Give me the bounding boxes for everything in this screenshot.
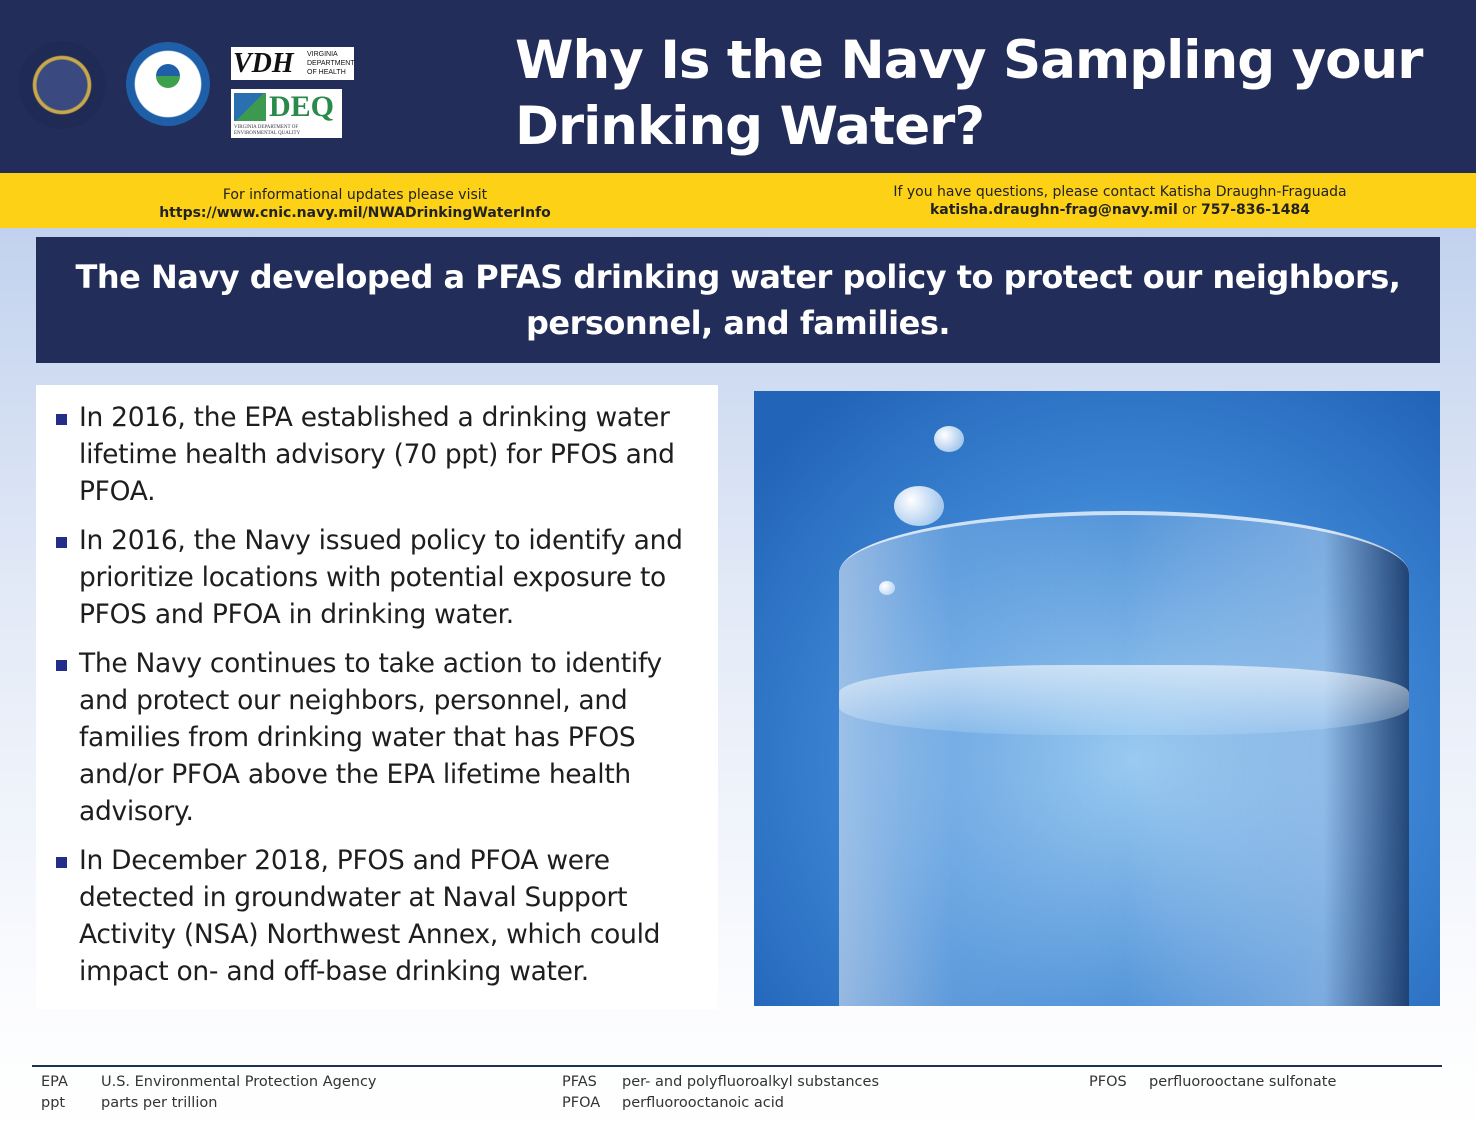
bullet-square-icon	[56, 414, 67, 425]
bullet-square-icon	[56, 857, 67, 868]
list-item: In 2016, the EPA established a drinking …	[56, 399, 708, 510]
header: VDH VIRGINIA DEPARTMENT OF HEALTH DEQ VIRG…	[0, 0, 1476, 173]
epa-seal-logo	[126, 42, 210, 126]
glossary-col-2: PFAS per- and polyfluoroalkyl substances …	[562, 1074, 880, 1111]
vdh-logo: VDH VIRGINIA DEPARTMENT OF HEALTH	[231, 47, 355, 80]
glossary-col-3: PFOS perfluorooctane sulfonate	[1089, 1074, 1337, 1090]
contact-phone: 757-836-1484	[1200, 202, 1311, 218]
bullet-square-icon	[56, 537, 67, 548]
or-text: or	[1177, 202, 1201, 218]
info-bar: For informational updates please visit ht…	[0, 173, 1476, 228]
list-item: The Navy continues to take action to ide…	[56, 645, 708, 830]
bullet-list: In 2016, the EPA established a drinking …	[36, 385, 718, 1009]
contact-label: If you have questions, please contact Ka…	[893, 184, 1347, 200]
updates-link[interactable]: https://www.cnic.navy.mil/NWADrinkingWat…	[159, 205, 551, 221]
bullet-square-icon	[56, 660, 67, 671]
updates-label: For informational updates please visit	[222, 187, 488, 203]
navy-seal-logo	[18, 41, 106, 129]
list-item: In December 2018, PFOS and PFOA were det…	[56, 842, 708, 990]
deq-logo: DEQ VIRGINIA DEPARTMENT OF ENVIRONMENTAL …	[231, 89, 342, 138]
divider	[32, 1065, 1442, 1067]
page-title: Why Is the Navy Sampling your Drinking Wa…	[515, 30, 1423, 157]
glossary-col-1: EPA U.S. Environmental Protection Agency …	[41, 1074, 377, 1111]
water-glass-photo	[754, 391, 1440, 1006]
policy-banner: The Navy developed a PFAS drinking water…	[36, 237, 1440, 363]
contact-email[interactable]: katisha.draughn-frag@navy.mil	[929, 202, 1178, 218]
list-item: In 2016, the Navy issued policy to ident…	[56, 522, 708, 633]
